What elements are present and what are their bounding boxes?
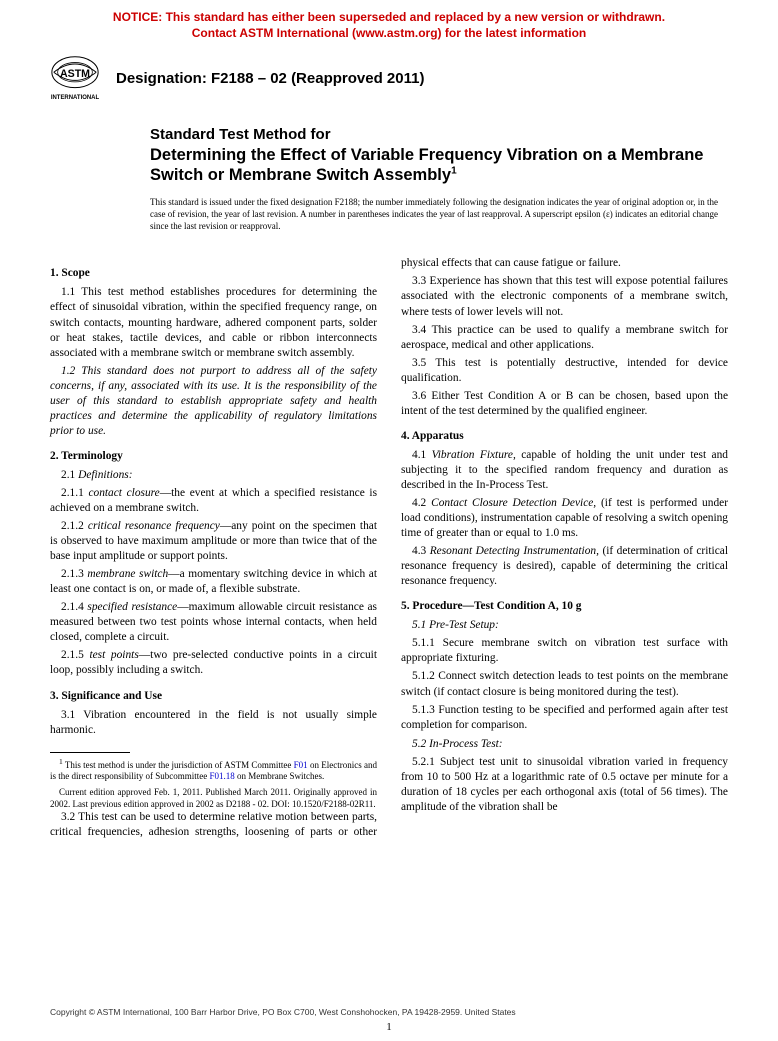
p-2-1-2: 2.1.2 critical resonance frequency—any p…	[50, 519, 377, 564]
footnote-2: Current edition approved Feb. 1, 2011. P…	[50, 787, 377, 810]
header-row: ASTM INTERNATIONAL Designation: F2188 – …	[0, 45, 778, 105]
p-2-1: 2.1 Definitions:	[50, 468, 377, 483]
p-4-1: 4.1 Vibration Fixture, capable of holdin…	[401, 448, 728, 493]
p-3-4: 3.4 This practice can be used to qualify…	[401, 323, 728, 353]
title-pre: Standard Test Method for	[150, 125, 718, 145]
p-2-1-5: 2.1.5 test points—two pre-selected condu…	[50, 648, 377, 678]
astm-logo: ASTM INTERNATIONAL	[46, 51, 104, 105]
p-5-1-3: 5.1.3 Function testing to be specified a…	[401, 703, 728, 733]
link-f0118[interactable]: F01.18	[209, 771, 234, 781]
fn1-a: This test method is under the jurisdicti…	[63, 760, 294, 770]
svg-text:INTERNATIONAL: INTERNATIONAL	[51, 95, 100, 101]
term-1: contact closure	[88, 487, 159, 499]
p-5-1-1: 5.1.1 Secure membrane switch on vibratio…	[401, 636, 728, 666]
term-4: specified resistance	[87, 601, 177, 613]
p-3-1: 3.1 Vibration encountered in the field i…	[50, 708, 377, 738]
term-2: critical resonance frequency	[88, 520, 220, 532]
sec5-head: 5. Procedure—Test Condition A, 10 g	[401, 599, 728, 614]
title-block: Standard Test Method for Determining the…	[0, 105, 778, 238]
p-2-1-3: 2.1.3 membrane switch—a momentary switch…	[50, 567, 377, 597]
sec4-head: 4. Apparatus	[401, 429, 728, 444]
body-content: 1. Scope 1.1 This test method establishe…	[0, 238, 778, 840]
footer-copyright: Copyright © ASTM International, 100 Barr…	[0, 1007, 778, 1017]
svg-text:ASTM: ASTM	[60, 68, 90, 80]
sec2-head: 2. Terminology	[50, 449, 377, 464]
fn1-c: on Membrane Switches.	[235, 771, 324, 781]
p-2-1-4: 2.1.4 specified resistance—maximum allow…	[50, 600, 377, 645]
p-2-1-1: 2.1.1 contact closure—the event at which…	[50, 486, 377, 516]
page-number: 1	[0, 1021, 778, 1033]
link-f01[interactable]: F01	[294, 760, 308, 770]
p-3-5: 3.5 This test is potentially destructive…	[401, 356, 728, 386]
p-5-1-2: 5.1.2 Connect switch detection leads to …	[401, 669, 728, 699]
p-3-3: 3.3 Experience has shown that this test …	[401, 274, 728, 319]
p-1-1: 1.1 This test method establishes procedu…	[50, 285, 377, 360]
title-main: Determining the Effect of Variable Frequ…	[150, 145, 718, 186]
p-4-2: 4.2 Contact Closure Detection Device, (i…	[401, 496, 728, 541]
notice-banner: NOTICE: This standard has either been su…	[0, 0, 778, 45]
app-2-t: Contact Closure Detection Device,	[431, 497, 596, 509]
notice-line1: NOTICE: This standard has either been su…	[40, 10, 738, 26]
app-1-t: Vibration Fixture,	[432, 449, 516, 461]
p-5-2-1: 5.2.1 Subject test unit to sinusoidal vi…	[401, 755, 728, 815]
p-5-2: 5.2 In-Process Test:	[401, 737, 728, 752]
sec3-head: 3. Significance and Use	[50, 689, 377, 704]
footnote-1: 1 This test method is under the jurisdic…	[50, 757, 377, 783]
issuance-note: This standard is issued under the fixed …	[150, 186, 718, 232]
p-4-3: 4.3 Resonant Detecting Instrumentation, …	[401, 544, 728, 589]
term-3: membrane switch	[87, 568, 168, 580]
term-5: test points	[89, 649, 138, 661]
footnote-rule	[50, 752, 130, 753]
p-3-6: 3.6 Either Test Condition A or B can be …	[401, 389, 728, 419]
defs-label: Definitions:	[78, 469, 132, 481]
app-3-t: Resonant Detecting Instrumentation,	[430, 545, 599, 557]
notice-line2: Contact ASTM International (www.astm.org…	[40, 26, 738, 42]
designation: Designation: F2188 – 02 (Reapproved 2011…	[116, 70, 424, 87]
title-main-text: Determining the Effect of Variable Frequ…	[150, 146, 703, 185]
p-5-1: 5.1 Pre-Test Setup:	[401, 618, 728, 633]
sec1-head: 1. Scope	[50, 266, 377, 281]
p-1-2: 1.2 This standard does not purport to ad…	[50, 364, 377, 439]
title-sup: 1	[451, 166, 457, 177]
